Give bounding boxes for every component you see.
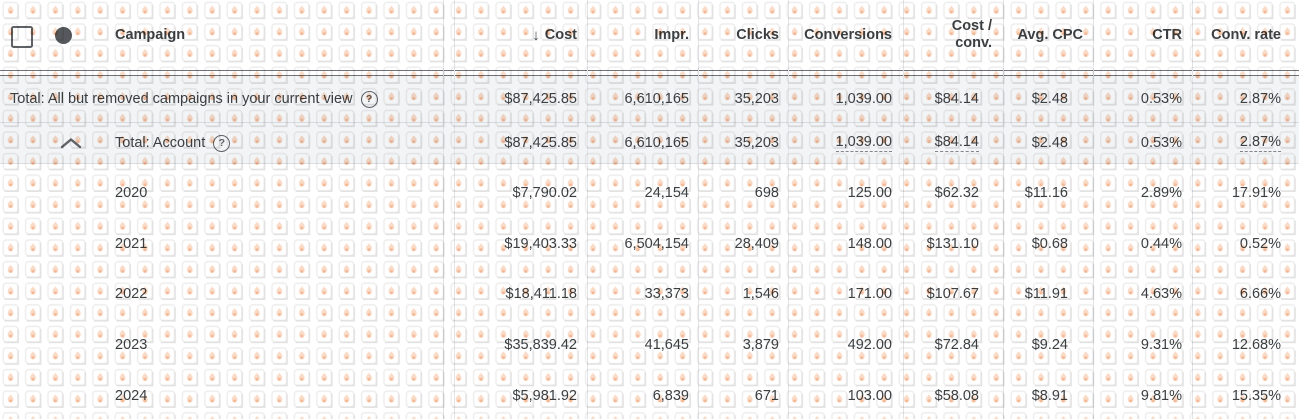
total-account-cost-per-conv: $84.14 [934,134,979,152]
column-header-cost-per-conv[interactable]: Cost / conv. [903,0,1003,70]
cell-impressions: 6,504,154 [624,235,689,252]
cell-cost: $35,839.42 [504,337,577,354]
cell-ctr: 4.63% [1140,286,1182,303]
column-header-conv-rate-label: Conv. rate [1211,27,1281,43]
campaign-segment-label: 2021 [115,235,148,252]
cell-conv-rate: 17.91% [1231,184,1281,201]
cell-ctr: 0.44% [1140,235,1182,252]
column-header-conversions-label: Conversions [804,27,892,43]
total-account-impressions: 6,610,165 [624,135,689,151]
cell-ctr: 9.81% [1140,388,1182,405]
cell-cost-per-conv: $107.67 [926,286,979,303]
cell-cost-per-conv: $72.84 [934,337,979,354]
total-row-account: Total: Account ? $87,425.85 6,610,165 35… [0,123,1299,164]
column-header-avg-cpc[interactable]: Avg. CPC [1003,0,1093,70]
column-header-impressions-label: Impr. [654,27,689,43]
column-header-cost-per-conv-label: Cost / conv. [951,18,992,51]
total-account-avg-cpc: $2.48 [1031,135,1068,151]
cell-conversions: 171.00 [847,286,892,303]
cell-conv-rate: 0.52% [1239,235,1281,252]
total-all-avg-cpc: $2.48 [1031,91,1068,107]
table-row-2021: 2021 $19,403.33 6,504,154 28,409 148.00 … [0,215,1299,266]
campaign-segment-label: 2020 [115,184,148,201]
column-header-campaign-label: Campaign [115,27,186,43]
column-header-clicks-label: Clicks [736,27,779,43]
cell-conv-rate: 15.35% [1231,388,1281,405]
column-header-conv-rate[interactable]: Conv. rate [1192,0,1299,70]
cell-avg-cpc: $11.16 [1024,184,1068,201]
table-row-2024: 2024 $5,981.92 6,839 671 103.00 $58.08 $… [0,367,1299,418]
column-header-avg-cpc-label: Avg. CPC [1017,27,1083,43]
total-all-ctr: 0.53% [1140,91,1182,107]
total-account-label: Total: Account [115,135,206,151]
cell-impressions: 6,839 [652,388,689,405]
collapse-totals-icon[interactable] [60,137,82,149]
cell-conv-rate: 12.68% [1231,337,1281,354]
total-all-conversions: 1,039.00 [835,91,892,107]
cell-ctr: 9.31% [1140,337,1182,354]
column-header-ctr[interactable]: CTR [1093,0,1192,70]
cell-clicks: 1,546 [742,286,779,303]
cell-clicks: 671 [754,388,779,405]
total-account-ctr: 0.53% [1140,135,1182,151]
cell-cost-per-conv: $62.32 [934,184,979,201]
help-icon[interactable]: ? [213,134,231,152]
column-header-cost-label: Cost [544,27,577,43]
column-header-ctr-label: CTR [1152,27,1182,43]
cell-conversions: 125.00 [847,184,892,201]
cell-avg-cpc: $0.68 [1031,235,1068,252]
cell-ctr: 2.89% [1140,184,1182,201]
cell-avg-cpc: $8.91 [1031,388,1068,405]
total-account-clicks: 35,203 [734,135,779,151]
total-row-all-but-removed: Total: All but removed campaigns in your… [0,75,1299,123]
cell-impressions: 41,645 [644,337,689,354]
total-all-clicks: 35,203 [734,91,779,107]
total-account-conv-rate: 2.87% [1239,134,1281,152]
status-circle-icon [55,26,72,44]
campaign-segment-label: 2024 [115,388,148,405]
cell-conversions: 492.00 [847,337,892,354]
total-account-conversions: 1,039.00 [835,134,892,152]
total-all-impressions: 6,610,165 [624,91,689,107]
table-row-2023: 2023 $35,839.42 41,645 3,879 492.00 $72.… [0,316,1299,367]
column-header-impressions[interactable]: Impr. [587,0,698,70]
column-header-clicks[interactable]: Clicks [698,0,788,70]
table-row-2022: 2022 $18,411.18 33,373 1,546 171.00 $107… [0,266,1299,317]
cell-conv-rate: 6.66% [1239,286,1281,303]
cell-cost: $5,981.92 [512,388,577,405]
campaign-segment-label: 2023 [115,337,148,354]
cell-impressions: 24,154 [644,184,689,201]
cell-conversions: 148.00 [847,235,892,252]
column-header-campaign[interactable]: Campaign [0,0,455,70]
cell-clicks: 3,879 [742,337,779,354]
total-all-label: Total: All but removed campaigns in your… [10,91,353,107]
column-header-cost[interactable]: ↓ Cost [455,0,587,70]
cell-avg-cpc: $11.91 [1024,286,1068,303]
cell-cost: $18,411.18 [505,286,578,303]
cell-cost-per-conv: $131.10 [926,235,979,252]
column-header-conversions[interactable]: Conversions [788,0,903,70]
total-all-cost-per-conv: $84.14 [934,91,979,107]
cell-avg-cpc: $9.24 [1031,337,1068,354]
cell-cost: $19,403.33 [504,235,577,252]
help-icon[interactable]: ? [360,90,378,108]
cell-clicks: 698 [754,184,779,201]
total-all-cost: $87,425.85 [504,91,577,107]
cell-impressions: 33,373 [644,286,689,303]
total-account-cost: $87,425.85 [504,135,577,151]
cell-clicks: 28,409 [734,235,779,252]
sort-descending-icon: ↓ [532,26,540,44]
cell-cost: $7,790.02 [512,184,577,201]
table-row-2020: 2020 $7,790.02 24,154 698 125.00 $62.32 … [0,164,1299,215]
select-all-checkbox[interactable] [11,26,33,48]
cell-conversions: 103.00 [847,388,892,405]
total-all-conv-rate: 2.87% [1239,91,1281,107]
table-header-row: Campaign ↓ Cost Impr. Clicks Conversions… [0,0,1299,71]
cell-cost-per-conv: $58.08 [934,388,979,405]
campaign-segment-label: 2022 [115,286,148,303]
